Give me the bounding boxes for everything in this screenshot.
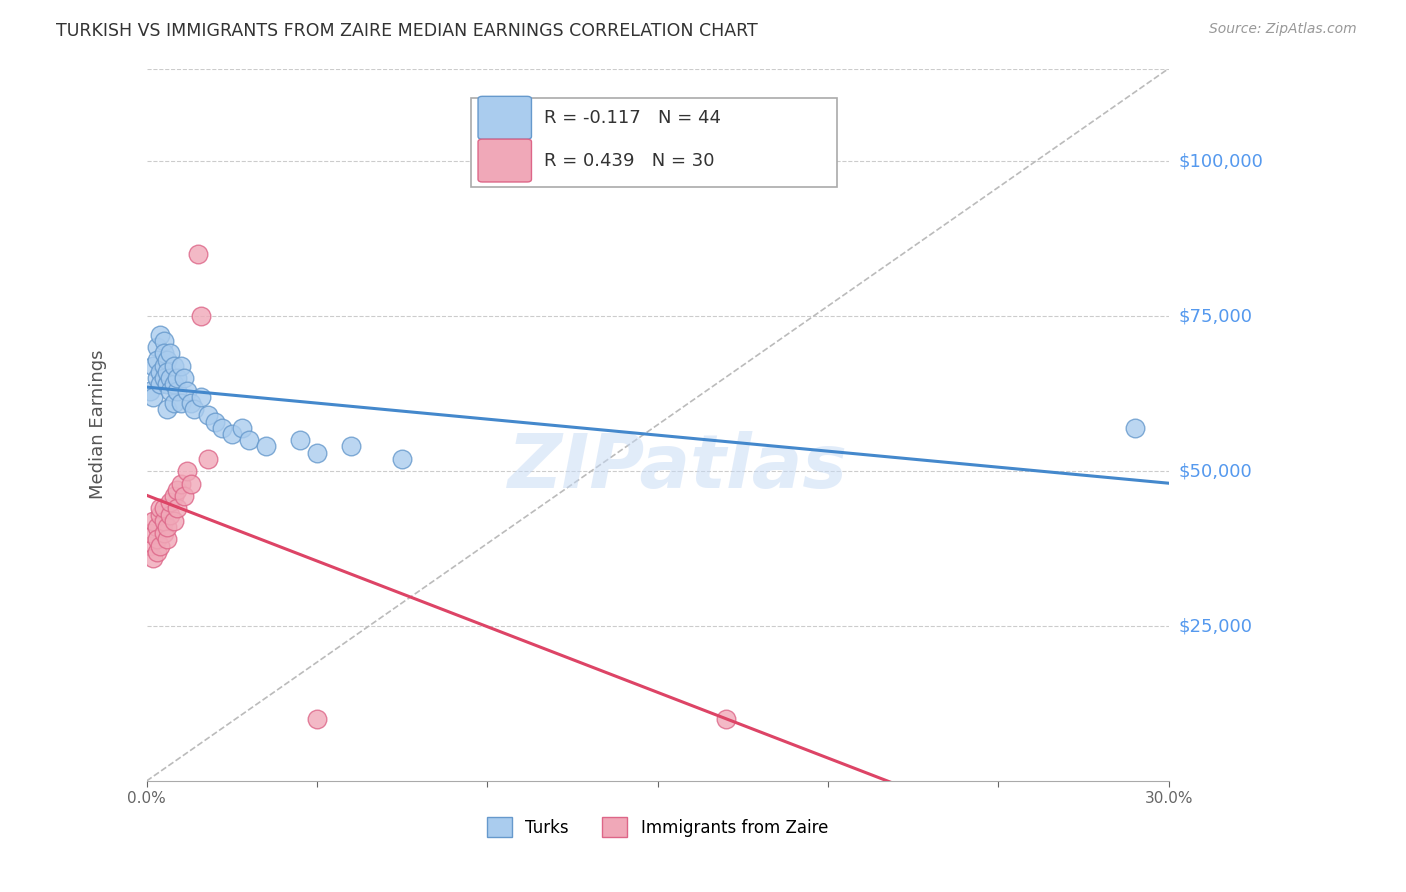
Text: $50,000: $50,000	[1178, 462, 1253, 480]
Point	[173, 371, 195, 385]
Point	[166, 483, 188, 497]
Text: $25,000: $25,000	[1178, 617, 1253, 635]
Point	[139, 526, 162, 541]
Point	[142, 550, 165, 565]
Point	[173, 489, 195, 503]
Point	[166, 384, 188, 398]
Point	[159, 508, 181, 522]
Text: Source: ZipAtlas.com: Source: ZipAtlas.com	[1209, 22, 1357, 37]
Point	[340, 439, 363, 453]
Point	[254, 439, 277, 453]
Point	[152, 359, 174, 373]
Point	[159, 384, 181, 398]
Point	[156, 520, 179, 534]
Point	[139, 384, 162, 398]
Point	[391, 451, 413, 466]
Point	[149, 327, 172, 342]
Point	[176, 384, 198, 398]
Text: Median Earnings: Median Earnings	[89, 350, 107, 500]
Point	[152, 346, 174, 360]
Point	[139, 539, 162, 553]
Point	[183, 402, 205, 417]
Point	[231, 421, 253, 435]
Point	[152, 526, 174, 541]
Point	[156, 352, 179, 367]
Text: ZIPatlas: ZIPatlas	[508, 431, 848, 504]
Point	[142, 359, 165, 373]
Point	[190, 310, 212, 324]
Point	[152, 371, 174, 385]
Point	[288, 434, 311, 448]
Point	[180, 396, 202, 410]
Point	[159, 371, 181, 385]
Text: $100,000: $100,000	[1178, 153, 1264, 170]
Point	[305, 712, 328, 726]
Point	[149, 377, 172, 392]
Point	[156, 402, 179, 417]
Text: $75,000: $75,000	[1178, 308, 1253, 326]
Point	[146, 352, 169, 367]
Point	[149, 501, 172, 516]
Point	[146, 545, 169, 559]
Point	[211, 421, 233, 435]
Legend: Turks, Immigrants from Zaire: Turks, Immigrants from Zaire	[481, 810, 835, 844]
Text: R = 0.439   N = 30: R = 0.439 N = 30	[544, 152, 714, 169]
Point	[146, 533, 169, 547]
Point	[163, 514, 186, 528]
Point	[187, 247, 209, 261]
Text: R = -0.117   N = 44: R = -0.117 N = 44	[544, 109, 721, 127]
Point	[156, 377, 179, 392]
Point	[149, 365, 172, 379]
Point	[170, 359, 193, 373]
Point	[170, 396, 193, 410]
Point	[190, 390, 212, 404]
Point	[180, 476, 202, 491]
Point	[142, 514, 165, 528]
Point	[170, 476, 193, 491]
Point	[159, 495, 181, 509]
Point	[204, 415, 226, 429]
Point	[149, 539, 172, 553]
Point	[197, 409, 219, 423]
Text: TURKISH VS IMMIGRANTS FROM ZAIRE MEDIAN EARNINGS CORRELATION CHART: TURKISH VS IMMIGRANTS FROM ZAIRE MEDIAN …	[56, 22, 758, 40]
Point	[166, 501, 188, 516]
Point	[149, 508, 172, 522]
Point	[152, 501, 174, 516]
Point	[152, 514, 174, 528]
Point	[156, 365, 179, 379]
Point	[152, 334, 174, 348]
Point	[221, 427, 243, 442]
Point	[1123, 421, 1146, 435]
Point	[163, 377, 186, 392]
Point	[142, 390, 165, 404]
Point	[146, 520, 169, 534]
Point	[197, 451, 219, 466]
Point	[156, 533, 179, 547]
Point	[238, 434, 260, 448]
Point	[166, 371, 188, 385]
Point	[176, 464, 198, 478]
Point	[163, 359, 186, 373]
Point	[163, 396, 186, 410]
Point	[159, 346, 181, 360]
Point	[163, 489, 186, 503]
Point	[146, 340, 169, 354]
Point	[714, 712, 737, 726]
Point	[146, 371, 169, 385]
Point	[305, 445, 328, 459]
